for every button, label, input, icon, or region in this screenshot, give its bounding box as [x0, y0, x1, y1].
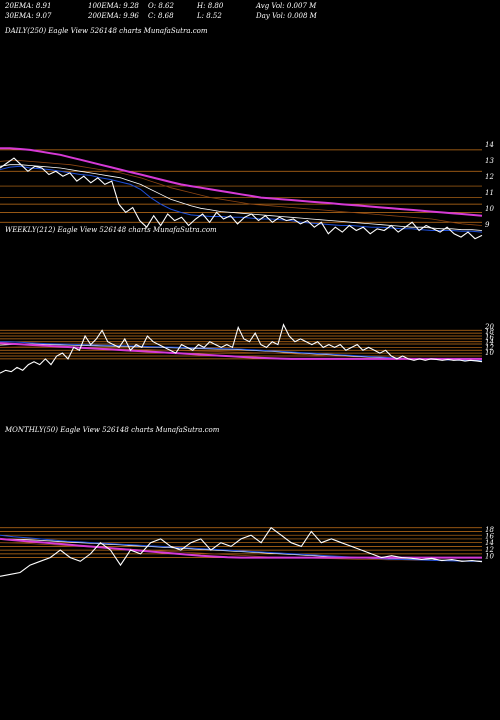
day-vol-stat: Day Vol: 0.008 M: [256, 12, 317, 20]
y-tick-label: 12: [485, 173, 494, 181]
high-stat: H: 8.80: [197, 2, 224, 10]
avg-vol-stat: Avg Vol: 0.007 M: [256, 2, 317, 10]
close-stat: C: 8.68: [148, 12, 174, 20]
y-tick-label: 12: [485, 344, 494, 352]
price-line: [0, 526, 483, 577]
monthly-chart-title: MONTHLY(50) Eagle View 526148 charts Mun…: [5, 426, 220, 434]
y-tick-label: 11: [485, 189, 494, 197]
y-tick-label: 10: [485, 552, 494, 560]
price-line: [0, 323, 483, 374]
daily-chart-title: DAILY(250) Eagle View 526148 charts Muna…: [5, 27, 208, 35]
y-tick-label: 14: [485, 539, 494, 547]
ema-long-line: [0, 160, 483, 226]
y-tick-label: 14: [485, 141, 494, 149]
y-tick-label: 13: [485, 157, 494, 165]
y-tick-label: 10: [485, 205, 494, 213]
ema200-stat: 200EMA: 9.96: [88, 12, 139, 20]
y-tick-label: 16: [485, 333, 494, 341]
low-stat: L: 8.52: [197, 12, 222, 20]
ema-mid-line: [0, 164, 483, 231]
ema20-stat: 20EMA: 8.91: [5, 2, 52, 10]
y-tick-label: 9: [485, 221, 490, 229]
y-tick-label: 18: [485, 526, 494, 534]
open-stat: O: 8.62: [148, 2, 174, 10]
y-tick-label: 14: [485, 339, 494, 347]
y-tick-label: 20: [484, 323, 494, 331]
y-tick-label: 18: [485, 328, 494, 336]
ema-short-line: [0, 165, 483, 233]
weekly-chart-title: WEEKLY(212) Eagle View 526148 charts Mun…: [5, 226, 217, 234]
y-tick-label: 16: [485, 533, 494, 541]
ema-short-line: [0, 534, 482, 562]
y-tick-label: 12: [485, 546, 494, 554]
y-tick-label: 10: [485, 349, 494, 357]
ema30-stat: 30EMA: 9.07: [5, 12, 52, 20]
ema100-stat: 100EMA: 9.28: [88, 2, 139, 10]
price-line: [0, 157, 483, 240]
panel-0: 14 13 12 11 10 9: [0, 141, 494, 240]
ema-200-line: [0, 147, 483, 217]
